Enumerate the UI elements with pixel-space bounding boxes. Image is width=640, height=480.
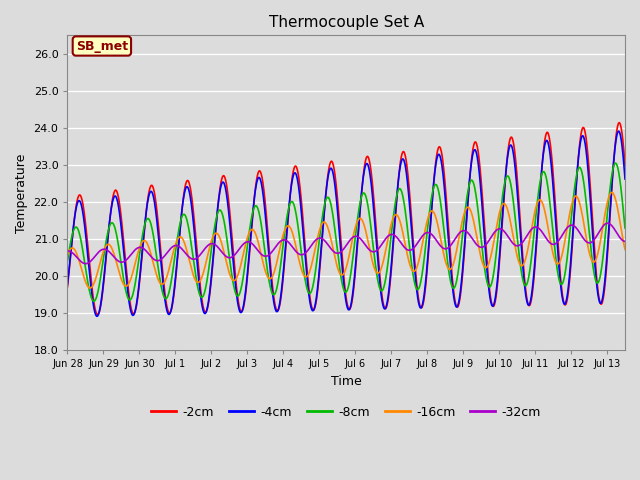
Legend: -2cm, -4cm, -8cm, -16cm, -32cm: -2cm, -4cm, -8cm, -16cm, -32cm xyxy=(147,401,546,424)
-2cm xyxy=(312,300,320,306)
-2cm xyxy=(63,284,71,290)
-2cm xyxy=(93,312,101,317)
-16cm xyxy=(322,221,330,227)
-8cm xyxy=(381,279,389,285)
-8cm xyxy=(90,299,98,304)
-4cm xyxy=(130,312,138,318)
-2cm xyxy=(301,234,308,240)
-2cm xyxy=(381,306,389,312)
Text: SB_met: SB_met xyxy=(76,39,128,52)
-4cm xyxy=(312,298,320,303)
-4cm xyxy=(63,282,71,288)
-4cm xyxy=(615,128,623,134)
-16cm xyxy=(86,285,94,291)
-2cm xyxy=(130,311,138,317)
-16cm xyxy=(621,247,629,252)
-32cm xyxy=(621,239,629,244)
X-axis label: Time: Time xyxy=(331,375,362,388)
-16cm xyxy=(107,244,115,250)
-2cm xyxy=(615,120,623,126)
-8cm xyxy=(107,220,115,226)
-4cm xyxy=(621,176,629,182)
-16cm xyxy=(608,190,616,195)
-32cm xyxy=(381,237,389,242)
-4cm xyxy=(322,190,330,196)
Line: -8cm: -8cm xyxy=(67,163,625,301)
-8cm xyxy=(621,225,629,231)
-16cm xyxy=(130,266,138,272)
Line: -32cm: -32cm xyxy=(67,223,625,264)
-32cm xyxy=(82,261,90,266)
-8cm xyxy=(312,265,320,271)
Title: Thermocouple Set A: Thermocouple Set A xyxy=(269,15,424,30)
Line: -4cm: -4cm xyxy=(67,131,625,316)
-32cm xyxy=(604,220,611,226)
-8cm xyxy=(322,197,330,203)
-8cm xyxy=(301,272,308,278)
-16cm xyxy=(381,250,389,256)
-4cm xyxy=(93,313,100,319)
-32cm xyxy=(312,237,320,243)
-8cm xyxy=(611,160,619,166)
-32cm xyxy=(107,251,115,256)
-8cm xyxy=(130,288,138,294)
-4cm xyxy=(381,306,389,312)
-32cm xyxy=(130,249,138,254)
-16cm xyxy=(312,242,320,248)
-32cm xyxy=(322,239,330,245)
-4cm xyxy=(301,245,308,251)
-8cm xyxy=(63,259,71,264)
-16cm xyxy=(63,252,71,258)
-2cm xyxy=(621,162,629,168)
-16cm xyxy=(301,273,308,279)
Line: -2cm: -2cm xyxy=(67,123,625,314)
-32cm xyxy=(301,251,308,257)
-32cm xyxy=(63,248,71,254)
-4cm xyxy=(107,208,115,214)
Y-axis label: Temperature: Temperature xyxy=(15,153,28,232)
Line: -16cm: -16cm xyxy=(67,192,625,288)
-2cm xyxy=(107,207,115,213)
-2cm xyxy=(322,190,330,196)
